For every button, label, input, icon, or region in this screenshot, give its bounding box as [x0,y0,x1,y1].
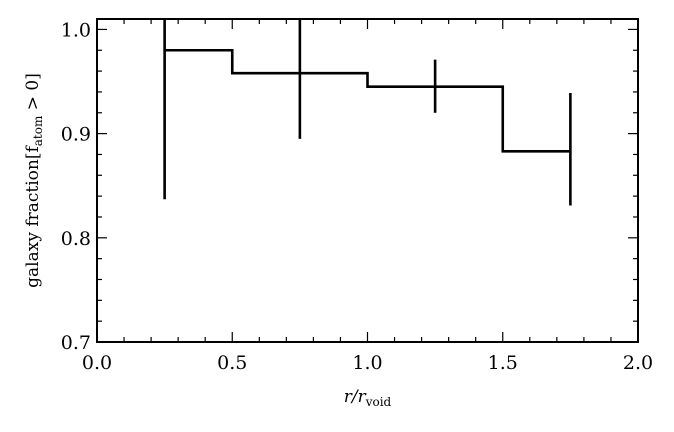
x-tick-label: 1.0 [352,352,382,374]
plot-frame [96,18,639,343]
y-axis-label-sub: atom [31,115,45,146]
y-tick-label: 0.7 [61,332,91,354]
x-axis-label-main: r/r [344,387,367,407]
tick-labels-layer: 0.0 0.5 1.0 1.5 2.0 0.7 0.8 0.9 1.0 [61,19,653,374]
y-axis-label-tail: > 0] [23,73,43,116]
histogram-step-line [164,48,571,153]
y-axis-label: galaxy fraction[fatom > 0] [23,73,45,288]
y-axis-label-main: galaxy fraction[f [23,145,43,288]
y-tick-label: 0.8 [61,228,91,250]
x-tick-label: 1.5 [488,352,518,374]
x-axis-label: r/rvoid [344,387,392,409]
y-tick-label: 1.0 [61,19,91,41]
x-tick-label: 2.0 [623,352,653,374]
x-tick-label: 0.5 [217,352,247,374]
ticks-layer [96,19,639,343]
y-tick-label: 0.9 [61,124,91,146]
x-axis-label-sub: void [365,395,392,409]
data-layer [163,19,572,206]
x-tick-label: 0.0 [82,352,112,374]
